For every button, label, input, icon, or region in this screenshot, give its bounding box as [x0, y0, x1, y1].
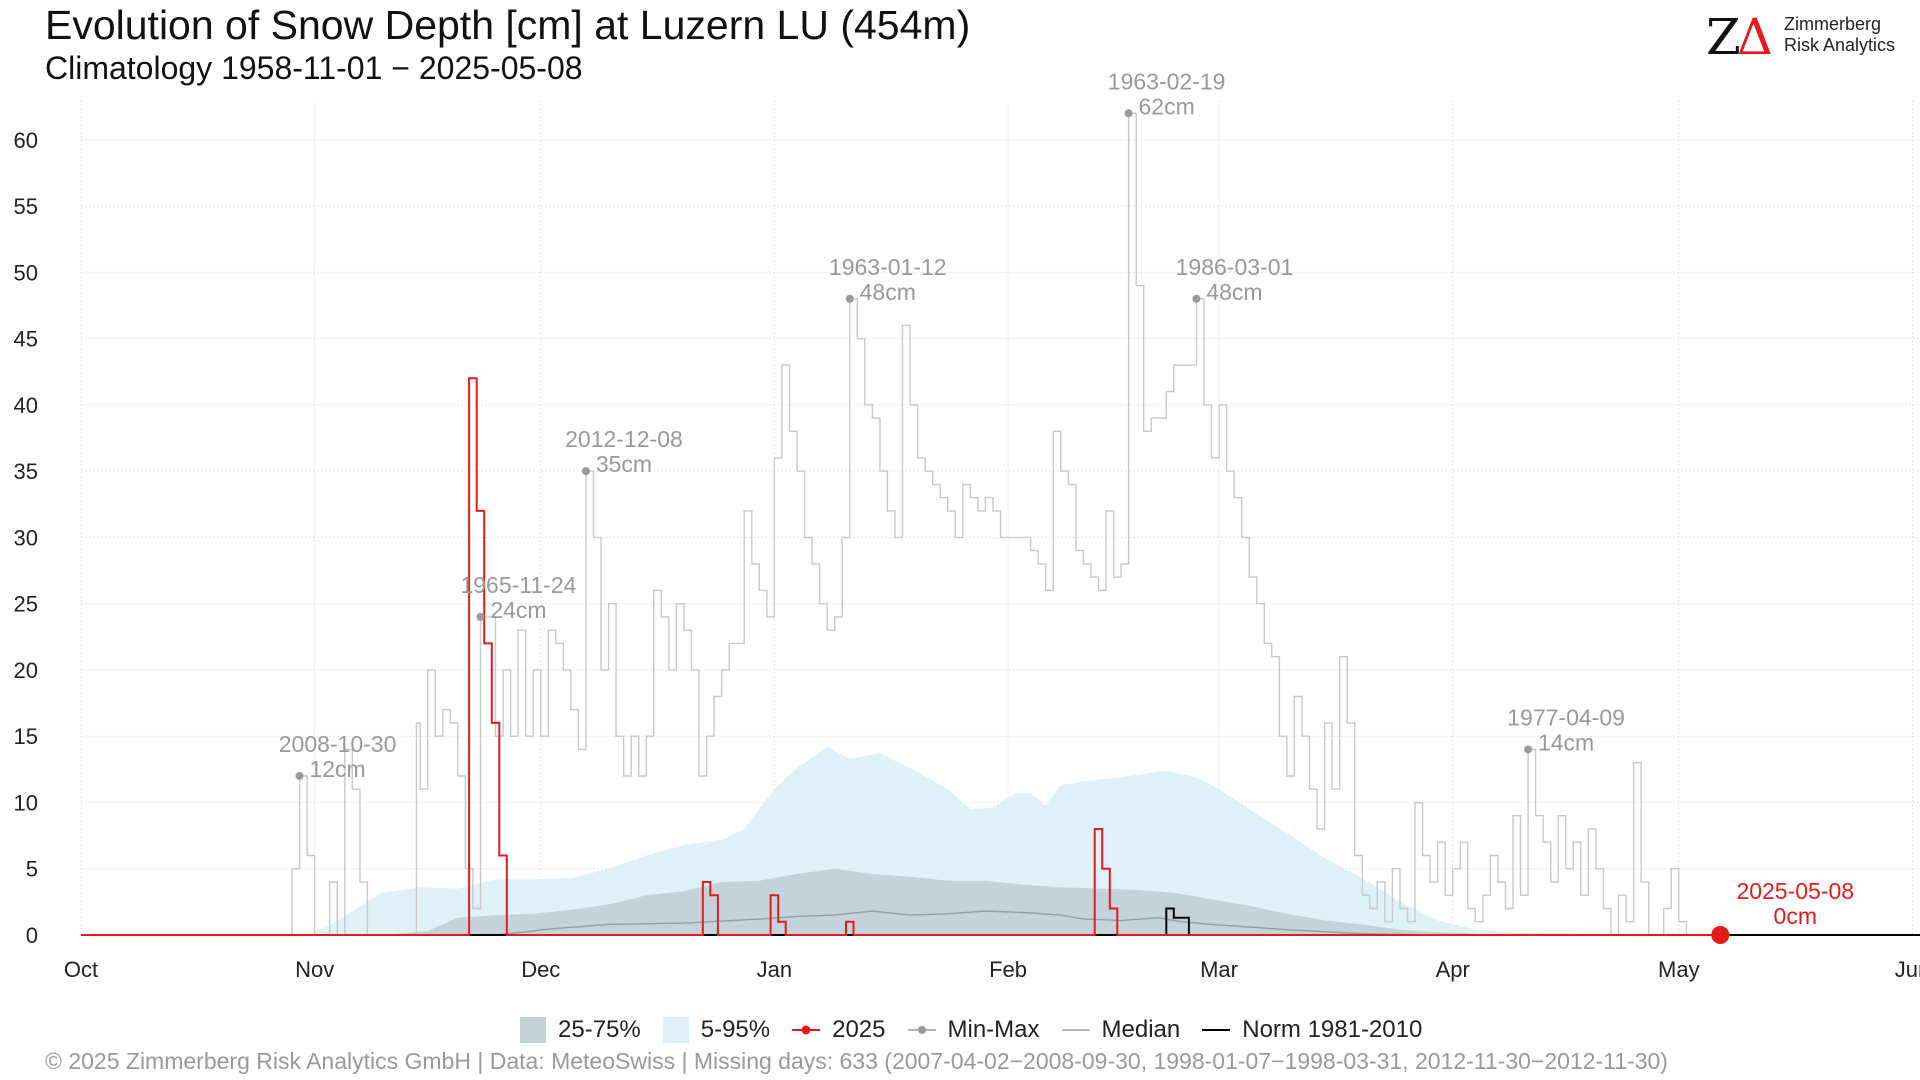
x-tick-label: Feb [989, 957, 1027, 982]
legend-label-median: Median [1101, 1016, 1181, 1043]
extreme-point [845, 294, 854, 303]
y-tick-label: 30 [14, 525, 38, 550]
x-tick-label: Oct [64, 957, 98, 982]
extreme-value-label: 62cm [1139, 93, 1195, 119]
extreme-date-label: 1986-03-01 [1176, 254, 1294, 280]
legend-label-minmax: Min-Max [947, 1016, 1040, 1043]
y-tick-label: 35 [14, 459, 38, 484]
y-tick-label: 25 [14, 592, 38, 617]
y-tick-label: 40 [14, 393, 38, 418]
extreme-date-label: 1977-04-09 [1507, 704, 1625, 730]
logo-mark-icon: ZΔ [1706, 8, 1773, 66]
series-line-minmax [81, 112, 1920, 936]
x-tick-label: Jan [757, 957, 792, 982]
current-value-label: 0cm [1774, 903, 1817, 929]
legend-item-norm: Norm 1981-2010 [1202, 1016, 1422, 1044]
x-tick-label: Mar [1200, 957, 1238, 982]
footer-credits: © 2025 Zimmerberg Risk Analytics GmbH | … [45, 1048, 1668, 1074]
y-tick-label: 10 [14, 790, 38, 815]
series-line-2025 [81, 377, 1721, 936]
y-tick-label: 5 [26, 857, 38, 882]
legend-swatch-median [1061, 1029, 1090, 1031]
extreme-point [1124, 109, 1133, 118]
extreme-value-label: 48cm [860, 279, 916, 305]
extreme-value-label: 24cm [490, 597, 546, 623]
extreme-date-label: 1963-02-19 [1108, 68, 1226, 94]
extreme-value-label: 12cm [309, 756, 365, 782]
legend-swatch-90 [662, 1017, 689, 1043]
current-date-label: 2025-05-08 [1736, 878, 1854, 904]
y-tick-label: 15 [14, 724, 38, 749]
series-line-norm [81, 907, 1920, 936]
company-logo: ZΔ Zimmerberg Risk Analytics [1706, 8, 1906, 66]
series-lines [81, 112, 1920, 936]
x-tick-label: Dec [521, 957, 560, 982]
y-tick-label: 20 [14, 658, 38, 683]
legend-swatch-norm [1202, 1029, 1231, 1031]
legend-item-90: 5-95% [662, 1016, 771, 1044]
chart-legend: 25-75% 5-95% 2025 Min-Max Median Norm 19… [520, 1013, 1444, 1047]
chart-title: Evolution of Snow Depth [cm] at Luzern L… [45, 2, 971, 48]
band-25-75 [382, 868, 1513, 935]
legend-label-current: 2025 [832, 1016, 886, 1043]
extreme-date-label: 1963-01-12 [829, 254, 947, 280]
series-line-median [81, 910, 1438, 936]
legend-label-norm: Norm 1981-2010 [1242, 1016, 1423, 1043]
extreme-value-label: 14cm [1538, 729, 1594, 755]
x-tick-label: May [1658, 957, 1700, 982]
extreme-point [295, 771, 304, 780]
legend-item-current: 2025 [792, 1016, 886, 1044]
legend-item-median: Median [1061, 1016, 1181, 1044]
legend-swatch-iqr [520, 1017, 546, 1043]
legend-label-iqr: 25-75% [558, 1016, 641, 1043]
logo-text: Zimmerberg Risk Analytics [1784, 14, 1896, 55]
y-tick-label: 60 [14, 128, 38, 153]
percentile-bands [307, 746, 1664, 935]
legend-item-minmax: Min-Max [907, 1016, 1040, 1044]
extreme-point [1192, 294, 1201, 303]
extreme-date-label: 1965-11-24 [460, 572, 576, 598]
x-tick-label: Nov [295, 957, 334, 982]
x-tick-label: Jun [1895, 957, 1920, 982]
chart-subtitle: Climatology 1958-11-01 − 2025-05-08 [45, 50, 583, 86]
current-date-marker [1711, 926, 1730, 944]
legend-item-iqr: 25-75% [520, 1016, 641, 1044]
extreme-date-label: 2012-12-08 [565, 426, 683, 452]
extreme-point [1524, 745, 1533, 754]
axis-labels: 0 5 10 15 20 25 30 35 40 45 50 55 60 Oct Nov Dec Jan Feb M… [14, 128, 1920, 982]
y-tick-label: 45 [14, 327, 38, 352]
y-tick-label: 50 [14, 260, 38, 285]
legend-label-90: 5-95% [700, 1016, 771, 1043]
y-tick-label: 0 [26, 923, 38, 948]
extreme-date-label: 2008-10-30 [279, 731, 397, 757]
legend-swatch-minmax [907, 1026, 936, 1034]
snow-depth-chart: 2008-10-3012cm1965-11-2424cm2012-12-0835… [14, 68, 1920, 982]
extreme-point [476, 612, 485, 621]
extreme-value-label: 48cm [1206, 279, 1262, 305]
legend-swatch-current [792, 1025, 821, 1035]
extreme-point [581, 467, 590, 476]
extreme-value-label: 35cm [596, 451, 652, 477]
x-tick-label: Apr [1436, 957, 1470, 982]
band-5-95 [307, 746, 1664, 935]
y-tick-label: 55 [14, 194, 38, 219]
